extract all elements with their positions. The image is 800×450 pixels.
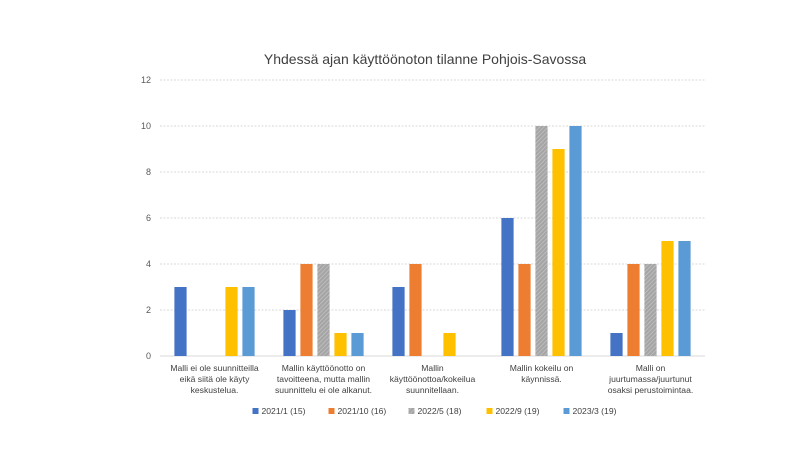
legend-swatch xyxy=(486,408,493,414)
bar: 2022/9 (19): 1 xyxy=(334,333,347,356)
category-label-line: keskustelua. xyxy=(191,385,239,395)
bar: 2022/9 (19): 1 xyxy=(443,333,456,356)
legend-swatch xyxy=(252,408,259,414)
bar: 2021/10 (16): 4 xyxy=(518,264,531,356)
y-tick-label: 12 xyxy=(141,75,151,85)
bar: 2021/10 (16): 4 xyxy=(627,264,640,356)
category-label-line: käyttöönottoa/kokeilua xyxy=(390,374,476,384)
bar: 2021/1 (15): 3 xyxy=(392,287,405,356)
legend-swatch xyxy=(563,408,570,414)
legend-label: 2021/10 (16) xyxy=(338,406,387,416)
category-label-line: suunnittelu ei ole alkanut. xyxy=(275,385,372,395)
legend-label: 2021/1 (15) xyxy=(262,406,306,416)
category-label-line: Mallin xyxy=(421,363,444,373)
bar: 2021/10 (16): 4 xyxy=(300,264,313,356)
category-label-line: juurtumassa/juurtunut xyxy=(608,374,692,384)
category-label: Mallin käyttöönottoa/kokeilua suunnitellaa… xyxy=(390,363,476,395)
category-label: Mallin kokeilu on käynnissä. xyxy=(510,363,574,384)
category-label-line: tavoitteena, mutta mallin xyxy=(277,374,370,384)
category-label-line: Mallin kokeilu on xyxy=(510,363,574,373)
bar: 2021/1 (15): 2 xyxy=(283,310,296,356)
bar: 2023/3 (19): 10 xyxy=(569,126,582,356)
category-label-line: suunnitellaan. xyxy=(406,385,459,395)
category-label-line: Mallin käyttöönotto on xyxy=(282,363,366,373)
bar: 2022/5 (18): 4 xyxy=(317,264,330,356)
legend-swatch xyxy=(408,408,415,414)
category-label-line: osaksi perustoimintaa. xyxy=(608,385,694,395)
y-axis-ticks: 0 2 4 6 8 10 12 xyxy=(141,75,151,361)
y-tick-label: 6 xyxy=(146,213,151,223)
x-axis-categories: Malli ei ole suunnitteilla eikä siitä ole… xyxy=(170,363,693,395)
category-label-line: Malli on xyxy=(636,363,666,373)
chart-title: Yhdessä ajan käyttöönoton tilanne Pohjoi… xyxy=(264,51,586,67)
bar: 2022/5 (18): 4 xyxy=(644,264,657,356)
category-label-line: Malli ei ole suunnitteilla xyxy=(170,363,259,373)
bars: 2021/1 (15): 3 2022/9 (19): 3 2023/3 (19):… xyxy=(174,126,691,356)
y-tick-label: 10 xyxy=(141,121,151,131)
category-label-line: käynnissä. xyxy=(521,374,562,384)
category-label: Malli on juurtumassa/juurtunut osaksi peru… xyxy=(608,363,694,395)
bar: 2023/3 (19): 3 xyxy=(242,287,255,356)
bar: 2022/9 (19): 9 xyxy=(552,149,565,356)
legend-label: 2022/5 (18) xyxy=(418,406,462,416)
legend: 2021/1 (15) 2021/10 (16) 2022/5 (18) 2022/9… xyxy=(252,406,617,416)
bar: 2021/10 (16): 4 xyxy=(409,264,422,356)
y-tick-label: 8 xyxy=(146,167,151,177)
legend-swatch xyxy=(328,408,335,414)
bar: 2022/9 (19): 5 xyxy=(661,241,674,356)
legend-label: 2022/9 (19) xyxy=(496,406,540,416)
bar: 2021/1 (15): 6 xyxy=(501,218,514,356)
legend-label: 2023/3 (19) xyxy=(573,406,617,416)
bar: 2022/5 (18): 10 xyxy=(535,126,548,356)
gridlines xyxy=(160,79,705,357)
bar: 2021/1 (15): 3 xyxy=(174,287,187,356)
y-tick-label: 2 xyxy=(146,305,151,315)
category-label-line: eikä siitä ole käyty xyxy=(180,374,250,384)
y-tick-label: 4 xyxy=(146,259,151,269)
bar: 2022/9 (19): 3 xyxy=(225,287,238,356)
bar: 2023/3 (19): 1 xyxy=(351,333,364,356)
bar: 2023/3 (19): 5 xyxy=(678,241,691,356)
category-label: Malli ei ole suunnitteilla eikä siitä ole… xyxy=(170,363,259,395)
bar: 2021/1 (15): 1 xyxy=(610,333,623,356)
y-tick-label: 0 xyxy=(146,351,151,361)
category-label: Mallin käyttöönotto on tavoitteena, mutta… xyxy=(275,363,372,395)
